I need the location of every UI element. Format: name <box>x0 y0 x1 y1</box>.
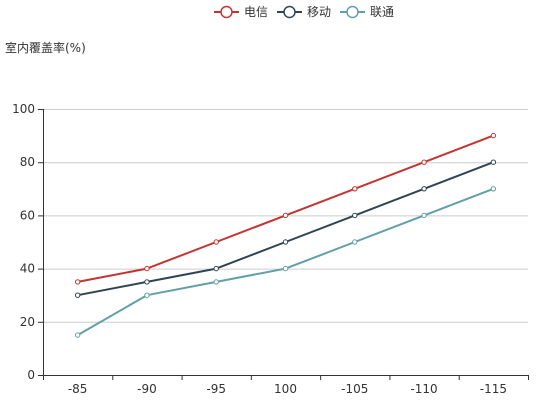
data-point[interactable] <box>490 132 497 139</box>
legend-circle-marker <box>220 5 233 19</box>
x-tick-label: -110 <box>410 382 437 396</box>
series-line <box>77 161 494 297</box>
data-point[interactable] <box>74 332 81 338</box>
data-point[interactable] <box>213 265 219 272</box>
x-tick-label: -85 <box>68 382 88 396</box>
data-point[interactable] <box>213 239 219 245</box>
data-point[interactable] <box>421 186 427 192</box>
data-point[interactable] <box>74 292 81 298</box>
x-tick-label: 100 <box>274 382 297 396</box>
y-tick-label: 80 <box>20 155 35 169</box>
series-0 <box>74 132 497 285</box>
legend: 电信 移动 联通 <box>214 5 394 19</box>
data-point[interactable] <box>421 212 427 219</box>
y-tick-label: 60 <box>20 208 35 222</box>
legend-label: 移动 <box>307 5 331 19</box>
data-point[interactable] <box>352 212 358 219</box>
legend-circle-marker <box>346 5 359 19</box>
legend-circle-marker <box>283 5 296 19</box>
legend-item[interactable]: 移动 <box>277 5 331 19</box>
data-point[interactable] <box>144 265 150 272</box>
data-point[interactable] <box>282 265 289 272</box>
y-tick-label: 100 <box>12 102 35 116</box>
data-point[interactable] <box>74 279 81 285</box>
series-line <box>77 134 494 283</box>
y-tick-label: 0 <box>27 368 35 382</box>
series-2 <box>74 186 497 338</box>
series-1 <box>74 159 497 298</box>
x-tick-label: -90 <box>137 382 157 396</box>
legend-item[interactable]: 电信 <box>214 5 268 19</box>
data-point[interactable] <box>144 279 150 285</box>
data-point[interactable] <box>421 159 427 165</box>
series-lines <box>74 132 497 338</box>
series-line <box>77 187 494 336</box>
x-tick-labels: -85 -90 -95 100 -105 -110 -115 <box>68 382 507 396</box>
x-tick-label: -115 <box>480 382 507 396</box>
y-tick-label: 20 <box>20 315 35 329</box>
y-tick-label: 40 <box>20 262 35 276</box>
x-tick-label: -95 <box>206 382 226 396</box>
data-point[interactable] <box>352 186 358 192</box>
data-point[interactable] <box>213 279 219 285</box>
data-point[interactable] <box>282 212 289 219</box>
x-tick-label: -105 <box>341 382 368 396</box>
legend-label: 电信 <box>244 5 268 19</box>
y-axis-label: 室内覆盖率(%) <box>5 40 86 55</box>
y-tick-labels: 0 20 40 60 80 100 <box>12 102 35 382</box>
data-point[interactable] <box>490 159 497 165</box>
axes <box>38 109 529 380</box>
data-point[interactable] <box>282 239 289 245</box>
data-point[interactable] <box>144 292 150 298</box>
data-point[interactable] <box>490 186 497 192</box>
legend-label: 联通 <box>370 5 394 19</box>
legend-item[interactable]: 联通 <box>340 5 394 19</box>
data-point[interactable] <box>352 239 358 245</box>
